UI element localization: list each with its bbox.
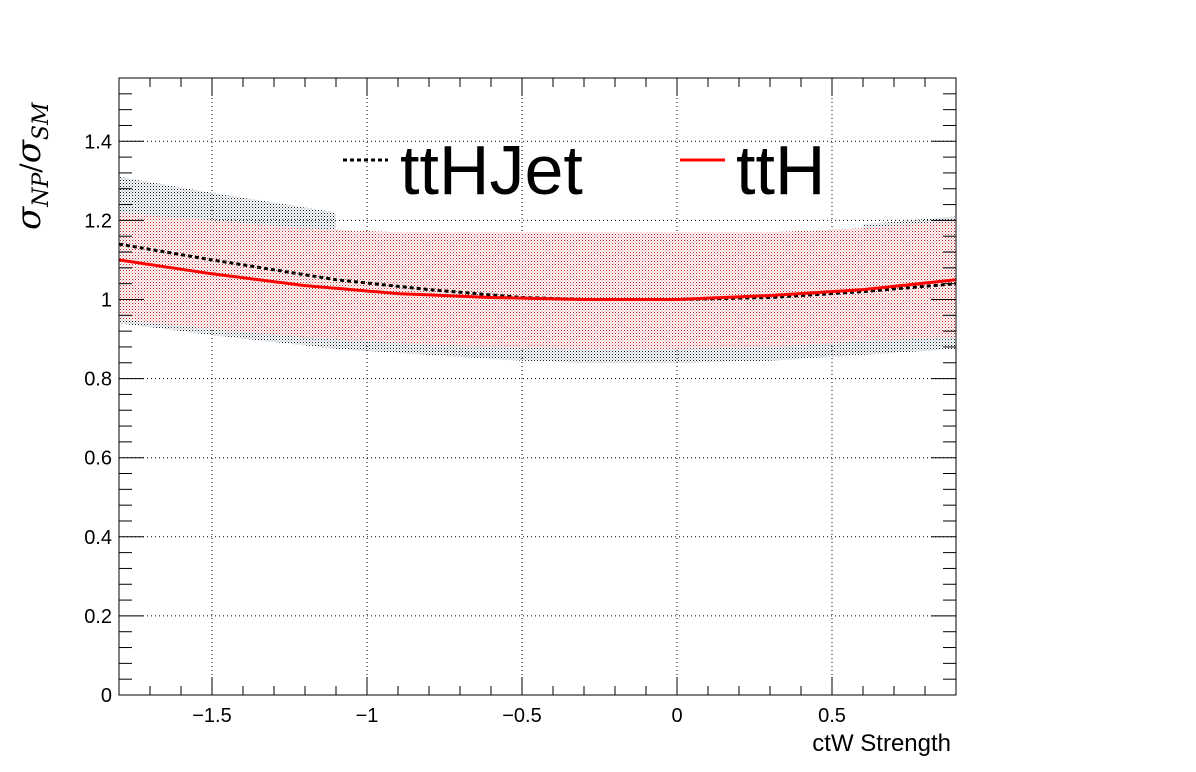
y-axis-title-sigma: σ	[9, 206, 49, 230]
x-axis-title: ctW Strength	[812, 730, 951, 757]
series-lines	[118, 242, 957, 301]
legend-label-tth: ttH	[736, 131, 825, 209]
tick-labels: −1.5 −1 −0.5 0 0.5 0 0.2 0.4 0.6 0.8 1 1.2 1.4	[84, 131, 846, 727]
line-tth	[118, 258, 957, 301]
x-tick-label: −0.5	[502, 705, 541, 727]
uncertainty-bands	[119, 176, 956, 363]
y-axis-title-slash: /	[14, 163, 47, 173]
x-tick-label: 0.5	[818, 705, 846, 727]
y-tick-label: 0.2	[84, 606, 112, 628]
y-tick-label: 0.8	[84, 369, 112, 391]
x-tick-label: 0	[671, 705, 682, 727]
y-tick-label: 0	[101, 685, 112, 707]
y-axis-title-sub-sm: SM	[29, 102, 54, 140]
band-tth	[119, 212, 956, 349]
y-axis-title-sub-np: NP	[29, 172, 54, 208]
y-tick-label: 1.2	[84, 210, 112, 232]
y-axis-title-sigma2: σ	[9, 139, 49, 163]
y-tick-label: 1.4	[84, 131, 112, 153]
y-tick-label: 1	[101, 289, 112, 311]
x-tick-label: −1	[356, 705, 379, 727]
axis-ticks	[118, 77, 957, 696]
legend-label-tthjet: ttHJet	[400, 131, 583, 209]
legend: ttHJet ttH	[343, 131, 825, 209]
plot-frame	[118, 77, 957, 696]
svg-text:σNP/σSM: σNP/σSM	[9, 102, 54, 230]
y-tick-label: 0.4	[84, 527, 112, 549]
x-tick-label: −1.5	[192, 705, 231, 727]
grid	[119, 78, 956, 696]
y-axis-title: σNP/σSM	[9, 102, 54, 230]
y-tick-label: 0.6	[84, 448, 112, 470]
